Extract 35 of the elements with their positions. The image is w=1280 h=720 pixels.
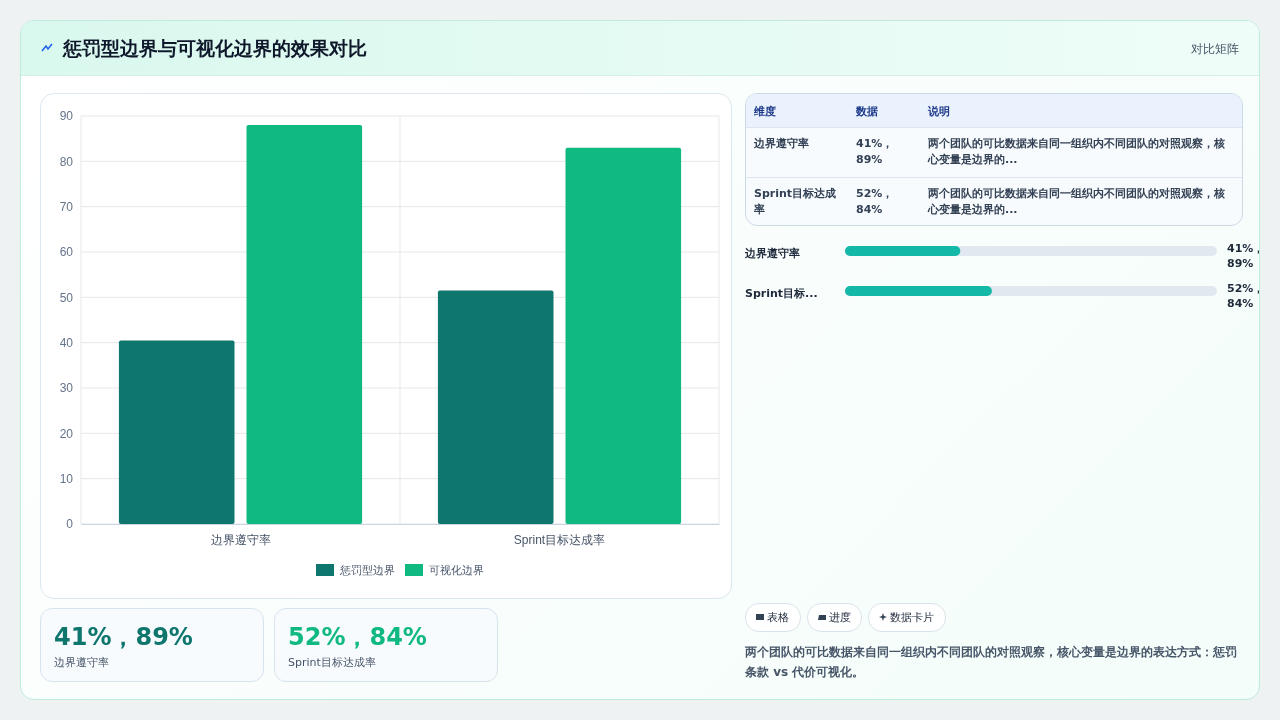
y-tick-label: 90 [59, 109, 74, 124]
text: 边界遵守率 [753, 136, 810, 152]
text: 数据 [855, 104, 879, 120]
y-tick-label: 80 [59, 154, 74, 169]
text: 52%，84% [855, 186, 895, 218]
text: Sprint目标达成率 [753, 186, 838, 218]
legend-label: 惩罚型边界 [339, 564, 395, 577]
text: 维度 [753, 104, 777, 120]
text: 对比矩阵 [1191, 41, 1239, 58]
text: 边界遵守率 [54, 655, 109, 670]
text: 41%，89% [1227, 241, 1260, 271]
y-tick-label: 0 [66, 517, 74, 532]
y-tick-label: 10 [59, 472, 74, 487]
text: 52%，84% [288, 622, 427, 653]
y-tick-label: 50 [59, 290, 74, 305]
text: 两个团队的可比数据来自同一组织内不同团队的对照观察，核心变量是边界的... [926, 186, 1226, 218]
y-tick-label: 40 [59, 336, 74, 351]
y-tick-label: 60 [59, 245, 74, 260]
text: 52%，84% [1227, 281, 1260, 311]
text: 41%，89% [54, 622, 193, 653]
y-tick-label: 30 [59, 381, 74, 396]
text: 进度 [828, 611, 851, 624]
y-tick-label: 20 [59, 426, 74, 441]
text: 41%，89% [855, 136, 895, 168]
text: 两个团队的可比数据来自同一组织内不同团队的对照观察，核心变量是边界的表达方式：惩罚条款 vs 代价可视化。 [745, 644, 1238, 681]
text: 表格 [766, 611, 790, 624]
text: 边界遵守率 [745, 246, 800, 261]
chart-title: 惩罚型边界与可视化边界的效果对比 [63, 36, 367, 61]
y-tick-label: 70 [59, 200, 74, 215]
text: Sprint目标... [745, 286, 818, 301]
text: Sprint目标达成率 [288, 655, 376, 670]
text: 说明 [927, 104, 951, 120]
legend-label: 可视化边界 [429, 564, 484, 577]
text: 数据卡片 [889, 611, 935, 624]
text: 两个团队的可比数据来自同一组织内不同团队的对照观察，核心变量是边界的... [926, 136, 1226, 168]
